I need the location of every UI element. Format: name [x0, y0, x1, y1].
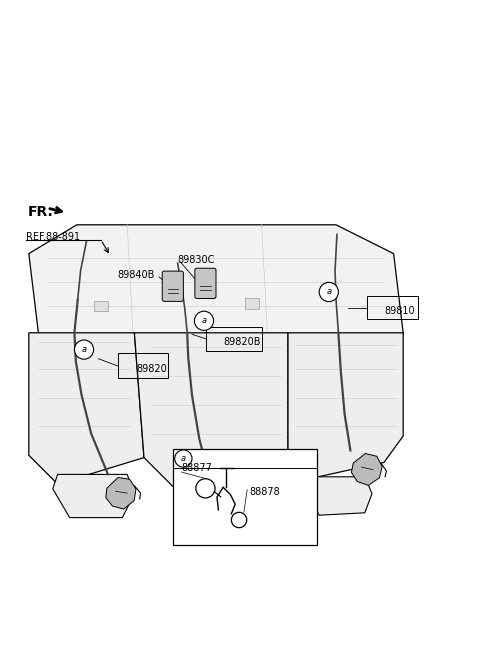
Text: a: a	[202, 316, 206, 325]
Text: 89830C: 89830C	[178, 255, 215, 265]
Text: FR.: FR.	[28, 205, 54, 219]
Polygon shape	[307, 477, 372, 515]
Circle shape	[194, 311, 214, 331]
FancyBboxPatch shape	[245, 298, 259, 309]
Text: 89820: 89820	[137, 364, 168, 374]
Text: 88878: 88878	[250, 487, 280, 497]
Polygon shape	[208, 480, 237, 510]
Polygon shape	[288, 333, 403, 479]
Text: 89840B: 89840B	[118, 270, 155, 280]
Bar	[118, 354, 168, 379]
Polygon shape	[351, 453, 382, 485]
Polygon shape	[175, 489, 257, 529]
Circle shape	[175, 450, 192, 467]
Circle shape	[74, 340, 94, 359]
Text: 89810: 89810	[384, 306, 415, 316]
Polygon shape	[29, 225, 403, 361]
Polygon shape	[29, 333, 144, 484]
Polygon shape	[134, 333, 288, 486]
Bar	[206, 327, 262, 351]
Bar	[173, 449, 317, 545]
Text: a: a	[326, 287, 331, 297]
Text: 88877: 88877	[181, 463, 212, 473]
Text: a: a	[82, 345, 86, 354]
FancyBboxPatch shape	[94, 300, 108, 311]
Polygon shape	[53, 474, 134, 518]
Text: REF.88-891: REF.88-891	[26, 232, 81, 242]
Circle shape	[319, 282, 338, 302]
FancyBboxPatch shape	[162, 271, 183, 301]
Text: 89820B: 89820B	[223, 337, 261, 348]
Bar	[367, 297, 418, 319]
Polygon shape	[106, 478, 136, 509]
FancyBboxPatch shape	[195, 268, 216, 298]
Text: a: a	[181, 454, 186, 463]
